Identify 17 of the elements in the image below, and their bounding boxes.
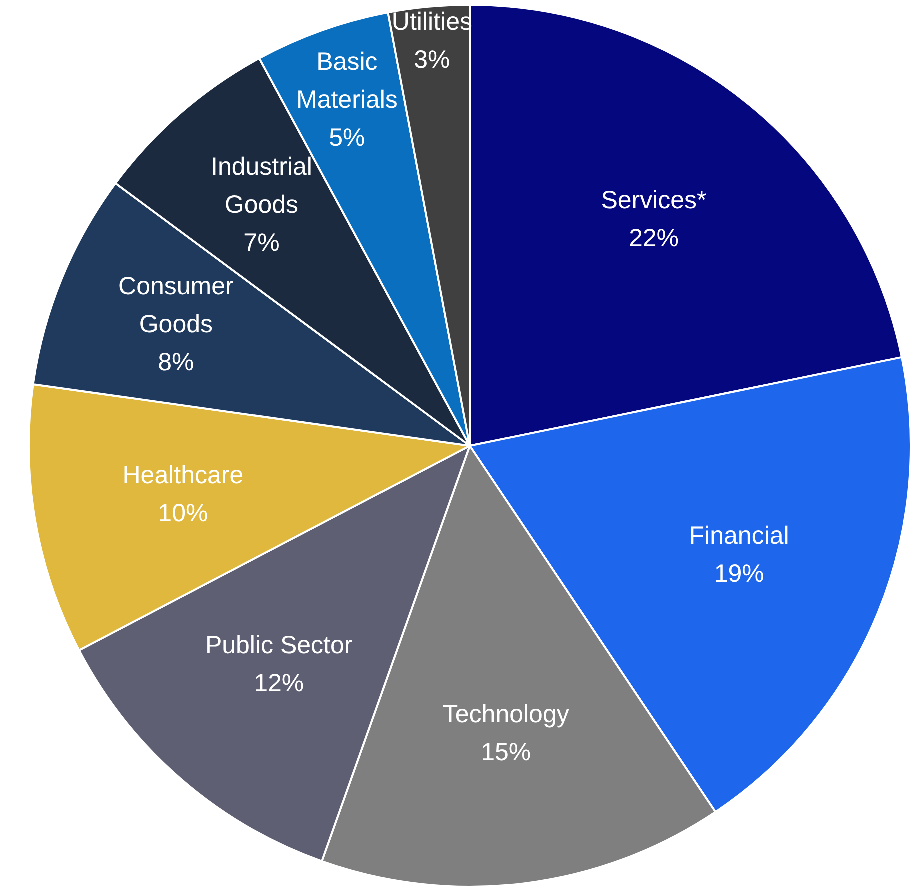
slice-label: Consumer Goods	[118, 272, 234, 339]
slice-label: Industrial Goods	[211, 153, 312, 220]
data-label: 22%	[628, 224, 680, 252]
slice-label: Financial	[689, 522, 790, 550]
data-label: 5%	[329, 124, 366, 152]
slice-label: Basic Materials	[296, 48, 398, 114]
data-label: 15%	[481, 738, 532, 767]
data-label: 8%	[158, 348, 194, 377]
data-label: 12%	[254, 670, 304, 698]
data-label: 19%	[714, 560, 764, 588]
data-label: 7%	[244, 229, 280, 258]
data-label: 10%	[158, 499, 208, 528]
slice-label: Services*	[601, 186, 708, 214]
slice-label: Technology	[442, 700, 570, 729]
slice-label: Healthcare	[122, 461, 244, 490]
slice-label: Public Sector	[205, 632, 353, 660]
data-label: 3%	[414, 46, 450, 74]
